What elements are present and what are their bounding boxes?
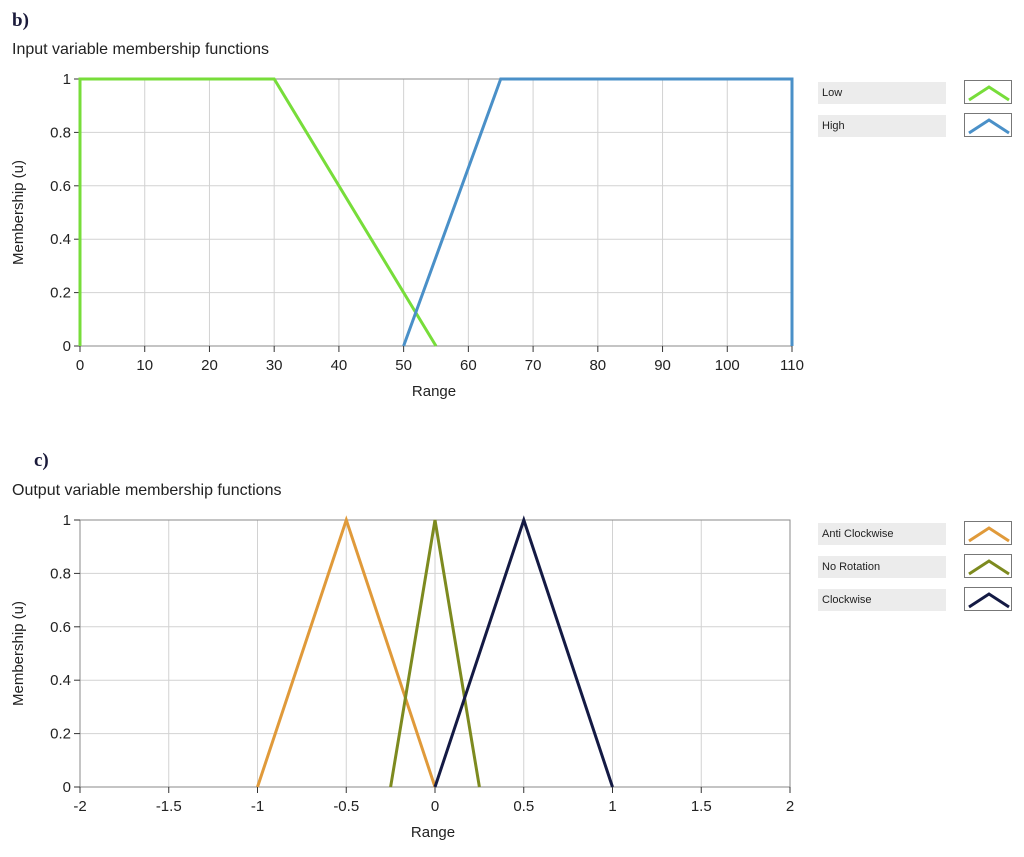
- legend-label-low: Low: [818, 82, 946, 104]
- y-axis-label: Membership (u): [10, 160, 27, 265]
- y-tick-label: 0.2: [50, 726, 71, 743]
- x-tick-label: 80: [589, 357, 606, 374]
- x-tick-label: 70: [525, 357, 542, 374]
- series-line-high: [402, 77, 794, 347]
- y-tick-label: 1: [63, 71, 71, 88]
- legend-swatch-low: [964, 80, 1012, 104]
- output-membership-chart: -2 -1.5 -1 -0.5 0 0.5 1 1.5 2 0 0.2 0.4 0.6 0.8 1 Range…: [10, 512, 794, 841]
- y-tick-label: 0.6: [50, 619, 71, 636]
- y-tick-label: 1: [63, 512, 71, 529]
- x-tick-label: 0.5: [513, 798, 534, 815]
- panel-letter-b: b): [12, 10, 29, 31]
- legend-swatch-no-rotation: [964, 554, 1012, 578]
- x-tick-label: 20: [201, 357, 218, 374]
- y-tick-label: 0.6: [50, 178, 71, 195]
- y-tick-label: 0.8: [50, 124, 71, 141]
- x-tick-label: 10: [136, 357, 153, 374]
- chart-title-output: Output variable membership functions: [12, 482, 282, 499]
- x-tick-label: 50: [395, 357, 412, 374]
- x-tick-label: 30: [266, 357, 283, 374]
- y-tick-label: 0.8: [50, 565, 71, 582]
- x-tick-label: 110: [780, 357, 804, 374]
- y-tick-label: 0.2: [50, 285, 71, 302]
- x-tick-label: -2: [73, 798, 86, 815]
- x-tick-label: 100: [715, 357, 740, 374]
- y-tick-label: 0: [63, 779, 71, 796]
- x-tick-label: -1: [251, 798, 264, 815]
- x-tick-label: -0.5: [333, 798, 359, 815]
- chart-title-input: Input variable membership functions: [12, 41, 270, 58]
- panel-letter-c: c): [34, 450, 49, 471]
- legend-swatch-high: [964, 113, 1012, 137]
- y-tick-label: 0.4: [50, 231, 71, 248]
- x-tick-label: 1: [608, 798, 616, 815]
- x-tick-label: 90: [654, 357, 671, 374]
- legend-swatch-clockwise: [964, 587, 1012, 611]
- x-tick-label: 0: [76, 357, 84, 374]
- x-axis-label: Range: [412, 383, 456, 400]
- input-membership-chart: 0 10 20 30 40 50 60 70 80 90 100 110 0 0.2 0.4 0.6 0.8 1 R…: [10, 71, 804, 400]
- x-axis-label: Range: [411, 824, 455, 841]
- legend-label-no-rotation: No Rotation: [818, 556, 946, 578]
- series-line-clockwise: [433, 515, 614, 788]
- x-tick-label: 60: [460, 357, 477, 374]
- x-tick-label: 40: [331, 357, 348, 374]
- y-tick-label: 0: [63, 338, 71, 355]
- y-axis-label: Membership (u): [10, 601, 27, 706]
- legend-label-high: High: [818, 115, 946, 137]
- legend-label-anti-clockwise: Anti Clockwise: [818, 523, 946, 545]
- x-tick-label: 2: [786, 798, 794, 815]
- y-tick-label: 0.4: [50, 672, 71, 689]
- legend-label-clockwise: Clockwise: [818, 589, 946, 611]
- series-line-low: [78, 77, 438, 347]
- x-tick-label: 1.5: [691, 798, 712, 815]
- legend-swatch-anti-clockwise: [964, 521, 1012, 545]
- x-tick-label: -1.5: [156, 798, 182, 815]
- x-tick-label: 0: [431, 798, 439, 815]
- plot-area: [79, 78, 793, 347]
